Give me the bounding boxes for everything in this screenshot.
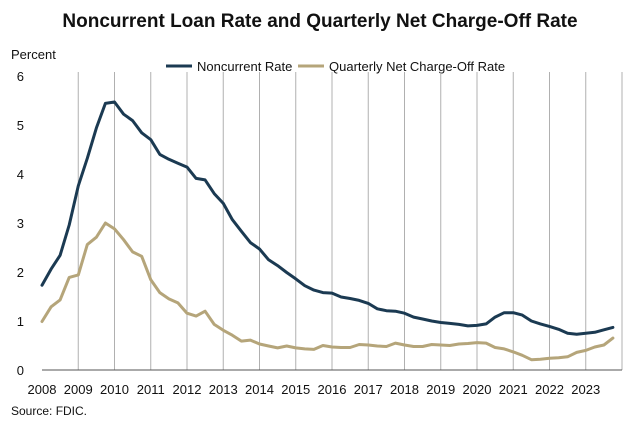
x-tick-label: 2018 [390,382,419,397]
series-line-chargeoff [40,221,615,362]
legend-label-chargeoff: Quarterly Net Charge-Off Rate [329,59,505,74]
y-tick-label: 3 [17,216,24,231]
y-tick-label: 0 [17,363,24,378]
x-tick-label: 2022 [535,382,564,397]
x-tick-label: 2009 [64,382,93,397]
y-tick-labels: 0 1 2 3 4 5 6 [17,69,24,378]
x-tick-label: 2019 [426,382,455,397]
x-tick-label: 2015 [281,382,310,397]
x-tick-label: 2010 [100,382,129,397]
y-tick-label: 1 [17,314,24,329]
y-tick-label: 4 [17,167,24,182]
y-tick-label: 2 [17,265,24,280]
x-tick-label: 2013 [209,382,238,397]
x-tick-label: 2023 [571,382,600,397]
x-tick-label: 2012 [173,382,202,397]
y-tick-label: 6 [17,69,24,84]
x-tick-label: 2020 [463,382,492,397]
x-tick-label: 2011 [137,382,165,397]
legend-label-noncurrent: Noncurrent Rate [197,59,292,74]
series-line-noncurrent [40,100,615,336]
chart-title: Noncurrent Loan Rate and Quarterly Net C… [62,11,577,32]
x-tick-labels: 2008 2009 2010 2011 2012 2013 2014 2015 2016 2017… [28,382,601,397]
y-axis-label: Percent [11,47,56,62]
x-tick-label: 2008 [28,382,57,397]
x-tick-label: 2021 [499,382,528,397]
legend: Noncurrent Rate Quarterly Net Charge-Off… [166,59,505,74]
x-tick-label: 2016 [318,382,347,397]
series-lines [40,100,615,362]
grid-lines [77,72,623,370]
x-tick-label: 2014 [245,382,274,397]
y-tick-label: 5 [17,118,24,133]
source-note: Source: FDIC. [11,404,87,418]
x-tick-label: 2017 [354,382,383,397]
